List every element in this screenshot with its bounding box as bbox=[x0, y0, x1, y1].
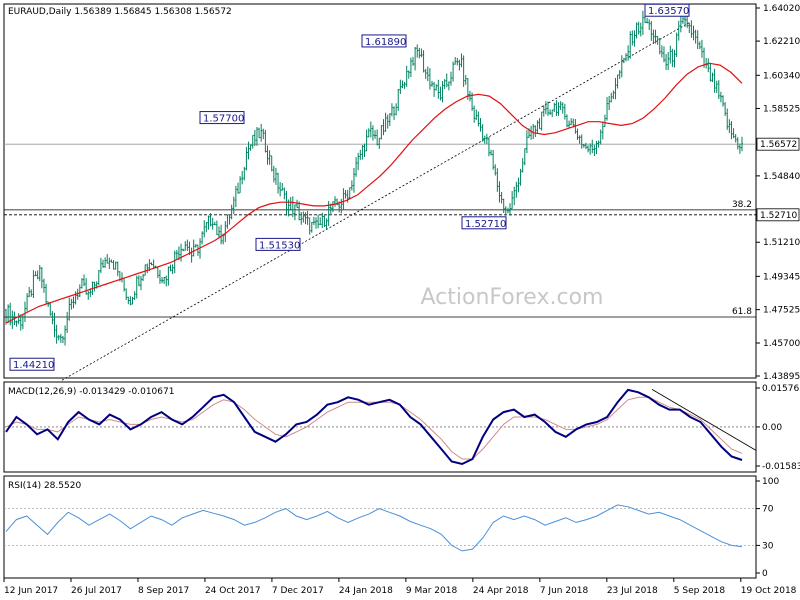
price-callout-box bbox=[199, 111, 245, 125]
time-tick-label: 7 Dec 2017 bbox=[272, 586, 324, 596]
macd-tick-label: -0.015834 bbox=[762, 462, 800, 472]
trendline bbox=[61, 21, 691, 381]
price-tick-label: 1.43895 bbox=[763, 372, 800, 382]
macd-tick-label: 0.015762 bbox=[762, 384, 800, 394]
time-tick-label: 26 Jul 2017 bbox=[71, 586, 122, 596]
level-label: 38.2 bbox=[732, 200, 752, 210]
price-callout: 1.44210 bbox=[13, 360, 54, 371]
price-label: 1.52710 bbox=[760, 211, 797, 221]
level-label: 61.8 bbox=[732, 307, 752, 317]
price-tick-label: 1.51210 bbox=[763, 238, 800, 248]
macd-trendline bbox=[651, 389, 757, 451]
price-tick-label: 1.47525 bbox=[763, 306, 800, 316]
price-panel bbox=[3, 3, 757, 379]
rsi-tick-label: 70 bbox=[762, 505, 774, 515]
price-callout-box bbox=[361, 34, 407, 48]
price-label-box bbox=[756, 208, 800, 222]
moving-average-line bbox=[5, 62, 743, 324]
price-label-box bbox=[756, 137, 800, 151]
macd-main-line bbox=[5, 388, 743, 466]
price-tick-label: 1.60340 bbox=[763, 71, 800, 81]
price-tick-label: 1.45700 bbox=[763, 339, 800, 349]
watermark: ActionForex.com bbox=[421, 285, 604, 310]
rsi-header: RSI(14) 28.5520 bbox=[8, 481, 81, 491]
time-tick-label: 8 Sep 2017 bbox=[138, 586, 189, 596]
macd-signal-line bbox=[5, 396, 743, 460]
time-tick-label: 5 Sep 2018 bbox=[674, 586, 726, 596]
grid-layer: 38.2 61.8 bbox=[4, 21, 756, 546]
rsi-line bbox=[5, 504, 743, 552]
price-callout: 1.51530 bbox=[259, 240, 300, 251]
time-tick-label: 9 Mar 2018 bbox=[406, 586, 458, 596]
price-callout-box bbox=[255, 237, 301, 251]
line-layer bbox=[5, 62, 757, 552]
time-tick-label: 12 Jun 2017 bbox=[4, 586, 58, 596]
rsi-tick-label: 100 bbox=[762, 477, 779, 487]
price-callout: 1.63570 bbox=[648, 6, 689, 17]
price-callout: 1.52710 bbox=[465, 219, 506, 230]
price-tick-label: 1.54840 bbox=[763, 172, 800, 182]
time-tick-label: 24 Apr 2018 bbox=[473, 586, 529, 596]
price-callout-box bbox=[9, 357, 55, 371]
rsi-panel bbox=[3, 475, 757, 579]
axis-layer: 1.64020 1.62210 1.60340 1.58525 1.54840 1.512… bbox=[3, 4, 800, 596]
annotation-layer: 1.44210 1.57700 1.51530 1.61890 1.52710 1.635… bbox=[9, 3, 690, 371]
time-tick-label: 23 Jul 2018 bbox=[607, 586, 658, 596]
price-header: EURAUD,Daily 1.56389 1.56845 1.56308 1.5… bbox=[8, 7, 232, 17]
price-tick-label: 1.58525 bbox=[763, 104, 800, 114]
rsi-tick-label: 0 bbox=[762, 569, 768, 579]
price-callout: 1.57700 bbox=[203, 114, 244, 125]
price-callout-box bbox=[644, 3, 690, 17]
time-tick-label: 7 Jun 2018 bbox=[540, 586, 589, 596]
price-tick-label: 1.64020 bbox=[763, 4, 800, 14]
price-callout-box bbox=[461, 216, 507, 230]
rsi-tick-label: 30 bbox=[762, 541, 774, 551]
price-tick-label: 1.62210 bbox=[763, 37, 800, 47]
macd-header: MACD(12,26,9) -0.013429 -0.010671 bbox=[8, 387, 174, 397]
price-label: 1.56572 bbox=[760, 140, 797, 150]
time-tick-label: 24 Jan 2018 bbox=[339, 586, 393, 596]
price-tick-label: 1.49345 bbox=[763, 272, 800, 282]
price-callout: 1.61890 bbox=[365, 37, 406, 48]
macd-tick-label: 0.00 bbox=[762, 423, 782, 433]
time-tick-label: 19 Oct 2018 bbox=[741, 586, 797, 596]
time-tick-label: 24 Oct 2017 bbox=[205, 586, 261, 596]
